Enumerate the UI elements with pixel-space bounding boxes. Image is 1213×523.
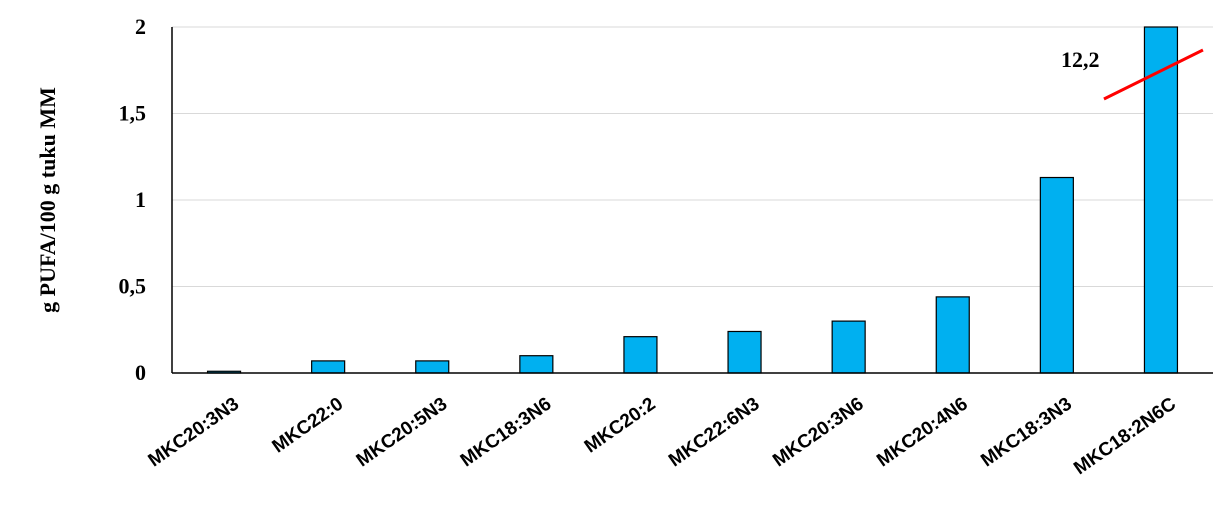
y-axis-title: g PUFA/100 g tuku MM	[35, 87, 60, 313]
bar	[1039, 176, 1074, 374]
y-tick-label: 2	[135, 14, 146, 39]
x-tick-label: MKC22:6N3	[665, 394, 764, 472]
x-tick-label: MKC18:3N3	[977, 394, 1076, 472]
annotations: 12,2	[1061, 47, 1204, 101]
axes	[171, 27, 1213, 374]
y-tick-label: 0	[135, 360, 146, 385]
gridlines	[172, 26, 1213, 287]
y-tick-label: 0,5	[119, 274, 147, 299]
x-tick-labels: MKC20:3N3 MKC22:0 MKC20:5N3 MKC18:3N6 MKC20:…	[145, 393, 1181, 479]
y-tick-label: 1,5	[119, 101, 147, 126]
axis-break-marker	[1103, 48, 1204, 101]
x-tick-label: MKC20:5N3	[353, 394, 452, 472]
x-tick-label: MKC20:4N6	[873, 394, 972, 472]
bar-value-label: 12,2	[1061, 47, 1100, 72]
bar	[415, 360, 450, 374]
x-tick-label: MKC18:2N6C	[1070, 393, 1180, 479]
x-tick-label: MKC20:2	[581, 394, 660, 458]
x-tick-label: MKC20:3N6	[769, 394, 868, 472]
bar	[727, 330, 762, 374]
x-tick-label: MKC18:3N6	[457, 394, 556, 472]
bar	[311, 360, 346, 374]
y-tick-labels: 0 0,5 1 1,5 2	[119, 14, 147, 385]
x-tick-label: MKC20:3N3	[145, 394, 244, 472]
bar	[1143, 26, 1179, 374]
bar	[935, 296, 970, 374]
bar	[519, 355, 554, 374]
bars	[206, 26, 1179, 374]
bar	[623, 336, 658, 374]
bar	[831, 320, 866, 374]
x-tick-label: MKC22:0	[269, 394, 348, 458]
y-tick-label: 1	[135, 187, 146, 212]
